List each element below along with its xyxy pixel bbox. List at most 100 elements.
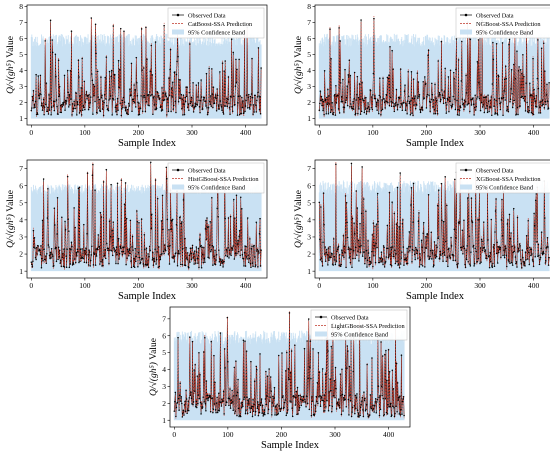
observed-point [318, 201, 321, 204]
observed-point [178, 252, 180, 255]
observed-point [234, 103, 236, 106]
observed-point [256, 248, 259, 251]
observed-point [282, 395, 284, 397]
observed-point [188, 266, 190, 269]
observed-point [528, 109, 531, 112]
observed-point [263, 409, 266, 411]
observed-point [395, 405, 397, 407]
observed-point [368, 108, 371, 111]
observed-point [257, 414, 260, 417]
prediction-line [173, 311, 405, 419]
observed-point [523, 261, 526, 263]
observed-point [234, 217, 236, 219]
observed-point [160, 220, 163, 222]
observed-point [517, 113, 519, 116]
observed-point [330, 109, 333, 111]
observed-point [396, 260, 398, 263]
observed-point [143, 94, 146, 97]
observed-point [416, 252, 418, 255]
observed-point [431, 252, 434, 254]
observed-point [327, 264, 329, 266]
observed-point [200, 79, 202, 81]
observed-point [84, 253, 87, 255]
observed-point [195, 400, 197, 403]
observed-point [33, 246, 35, 248]
observed-point [248, 106, 251, 109]
observed-point [343, 256, 345, 259]
observed-point [272, 405, 275, 407]
legend-entry: LightGBoost-SSA Prediction [331, 323, 405, 330]
observed-point [321, 104, 323, 107]
observed-point [200, 244, 202, 247]
legend-entry: XGBoost-SSA Prediction [476, 176, 541, 183]
observed-point [393, 105, 395, 108]
observed-point [209, 410, 212, 413]
observed-point [244, 265, 247, 267]
observed-point [368, 256, 371, 259]
observed-point [45, 103, 47, 106]
observed-point [366, 110, 368, 113]
observed-point [387, 101, 389, 104]
observed-point [198, 99, 200, 101]
observed-point [64, 229, 67, 231]
observed-point [501, 198, 503, 201]
observed-point [211, 244, 214, 247]
observed-point [203, 96, 206, 99]
observed-point [191, 403, 193, 405]
observed-point [423, 97, 426, 99]
observed-point [269, 396, 271, 398]
observed-point [260, 398, 263, 400]
observed-point [358, 260, 360, 262]
observed-point [335, 85, 337, 87]
observed-point [237, 407, 240, 410]
observed-point [85, 91, 88, 93]
observed-point [320, 95, 323, 98]
observed-point [329, 111, 332, 114]
observed-point [230, 399, 232, 401]
observed-point [116, 97, 119, 100]
observed-point [252, 410, 255, 413]
observed-point [298, 409, 300, 412]
observed-point [498, 251, 500, 254]
observed-point [246, 412, 249, 415]
observed-point [419, 259, 422, 261]
observed-point [88, 251, 91, 253]
observed-point [204, 337, 206, 339]
observed-point [335, 387, 337, 390]
observed-point [518, 66, 520, 68]
observed-point [477, 39, 480, 41]
observed-point [405, 104, 408, 106]
observed-point [35, 258, 37, 261]
observed-point [387, 247, 389, 250]
observed-point [373, 255, 375, 257]
observed-point [390, 264, 393, 267]
observed-point [421, 109, 424, 111]
observed-point [531, 112, 534, 115]
observed-point [190, 391, 192, 393]
observed-point [356, 94, 358, 96]
observed-point [58, 249, 61, 252]
observed-point [361, 396, 364, 399]
y-axis-word: Value [149, 338, 159, 360]
observed-point [373, 404, 376, 407]
observed-point [172, 257, 174, 259]
observed-point [436, 204, 439, 207]
observed-point [537, 87, 540, 90]
observed-point [500, 101, 502, 104]
observed-point [63, 74, 66, 77]
x-axis-label: Sample Index [406, 138, 465, 149]
observed-point [321, 260, 323, 263]
observed-point [130, 266, 133, 269]
observed-point [229, 113, 231, 115]
observed-point [222, 390, 225, 393]
observed-point [456, 114, 459, 116]
observed-point [108, 70, 111, 73]
observed-point [355, 190, 357, 192]
observed-point [348, 365, 351, 368]
observed-point [479, 109, 482, 112]
observed-point [148, 91, 151, 93]
observed-point [38, 94, 40, 96]
observed-point [247, 96, 249, 99]
observed-point [391, 369, 394, 371]
observed-point [168, 263, 171, 265]
